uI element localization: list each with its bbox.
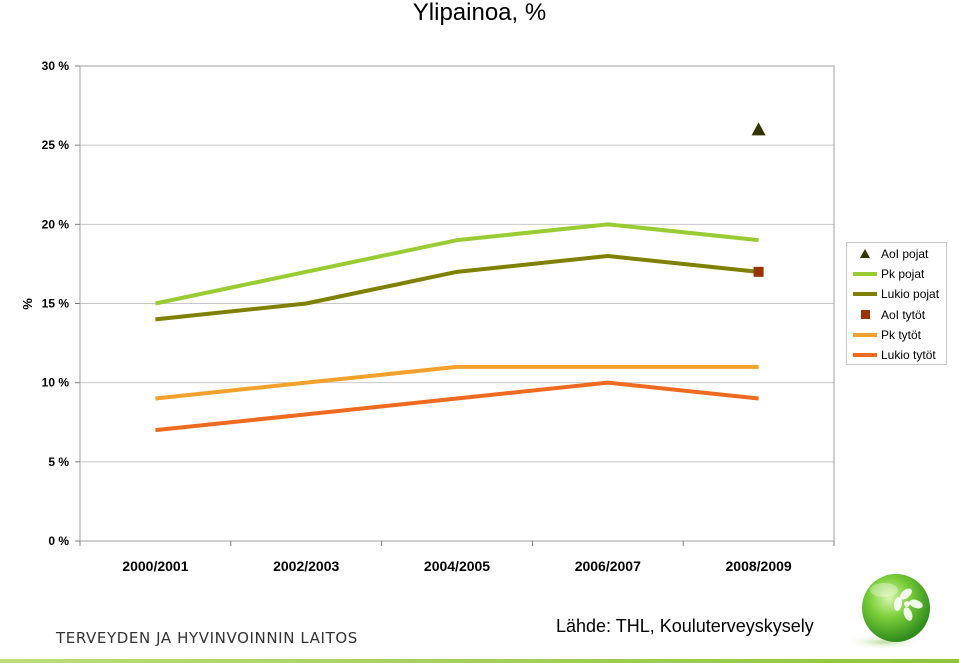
footer-accent-bar <box>0 659 959 663</box>
x-tick-label: 2000/2001 <box>122 558 188 574</box>
y-axis-label: % <box>20 298 35 310</box>
legend-label: Pk tytöt <box>881 327 922 342</box>
legend-key <box>860 249 870 258</box>
series-layer <box>154 122 766 433</box>
y-tick-label: 20 % <box>42 217 70 231</box>
series-lukio-pojat <box>155 254 759 322</box>
legend-key <box>853 332 877 337</box>
series-aoi-tytöt <box>753 266 764 277</box>
x-tick-label: 2006/2007 <box>575 558 641 574</box>
series-line <box>155 364 759 401</box>
series-pk-tytöt <box>155 364 759 401</box>
source-text: Lähde: THL, Kouluterveyskysely <box>556 616 814 636</box>
legend-item: Lukio pojat <box>847 284 946 304</box>
legend-item: Pk tytöt <box>847 325 946 345</box>
legend-item: AoI pojat <box>847 244 946 264</box>
thl-globe-logo <box>844 574 930 650</box>
data-point-square <box>753 266 764 277</box>
grid-lines <box>80 144 834 463</box>
legend-key <box>853 292 877 297</box>
y-tick-label: 30 % <box>42 59 70 73</box>
legend-triangle-swatch <box>860 249 870 258</box>
series-lukio-tytöt <box>155 380 759 433</box>
legend-label: Pk pojat <box>881 267 925 282</box>
legend-label: AoI tytöt <box>881 307 926 322</box>
legend-item: Lukio tytöt <box>847 345 946 365</box>
legend-square-swatch <box>861 309 870 319</box>
axes: 0 % 5 % 10 % 15 % 20 % 25 % 30 % 2000/2001 2002/… <box>42 59 835 574</box>
legend-label: Lukio tytöt <box>881 348 936 362</box>
legend-label: Lukio pojat <box>881 287 940 302</box>
y-tick-label: 0 % <box>48 534 69 548</box>
legend-key <box>853 272 877 277</box>
series-line <box>155 380 759 433</box>
series-line <box>154 222 759 306</box>
y-tick-label: 5 % <box>48 455 69 469</box>
x-tick-label: 2004/2005 <box>424 558 490 574</box>
y-tick-label: 10 % <box>42 376 70 390</box>
legend-item: Pk pojat <box>847 264 946 284</box>
legend-label: AoI pojat <box>881 247 929 261</box>
y-tick-label: 25 % <box>42 138 70 152</box>
organization-name: TERVEYDEN JA HYVINVOINNIN LAITOS <box>56 629 358 647</box>
y-tick-label: 15 % <box>42 297 70 311</box>
x-tick-label: 2002/2003 <box>273 558 339 574</box>
series-line <box>155 254 759 322</box>
legend: AoI pojat Pk pojat Lukio pojat AoI tytöt Pk … <box>846 242 947 365</box>
series-aoi-pojat <box>751 122 766 136</box>
data-point-triangle <box>751 122 766 136</box>
line-chart: 0 % 5 % 10 % 15 % 20 % 25 % 30 % 2000/2001 2002/… <box>20 59 835 574</box>
legend-item: AoI tytöt <box>847 305 946 325</box>
legend-key <box>853 353 877 357</box>
legend-key <box>861 309 870 319</box>
x-tick-label: 2008/2009 <box>726 558 792 574</box>
series-pk-pojat <box>154 222 759 306</box>
chart-title: Ylipainoa, % <box>412 0 547 26</box>
